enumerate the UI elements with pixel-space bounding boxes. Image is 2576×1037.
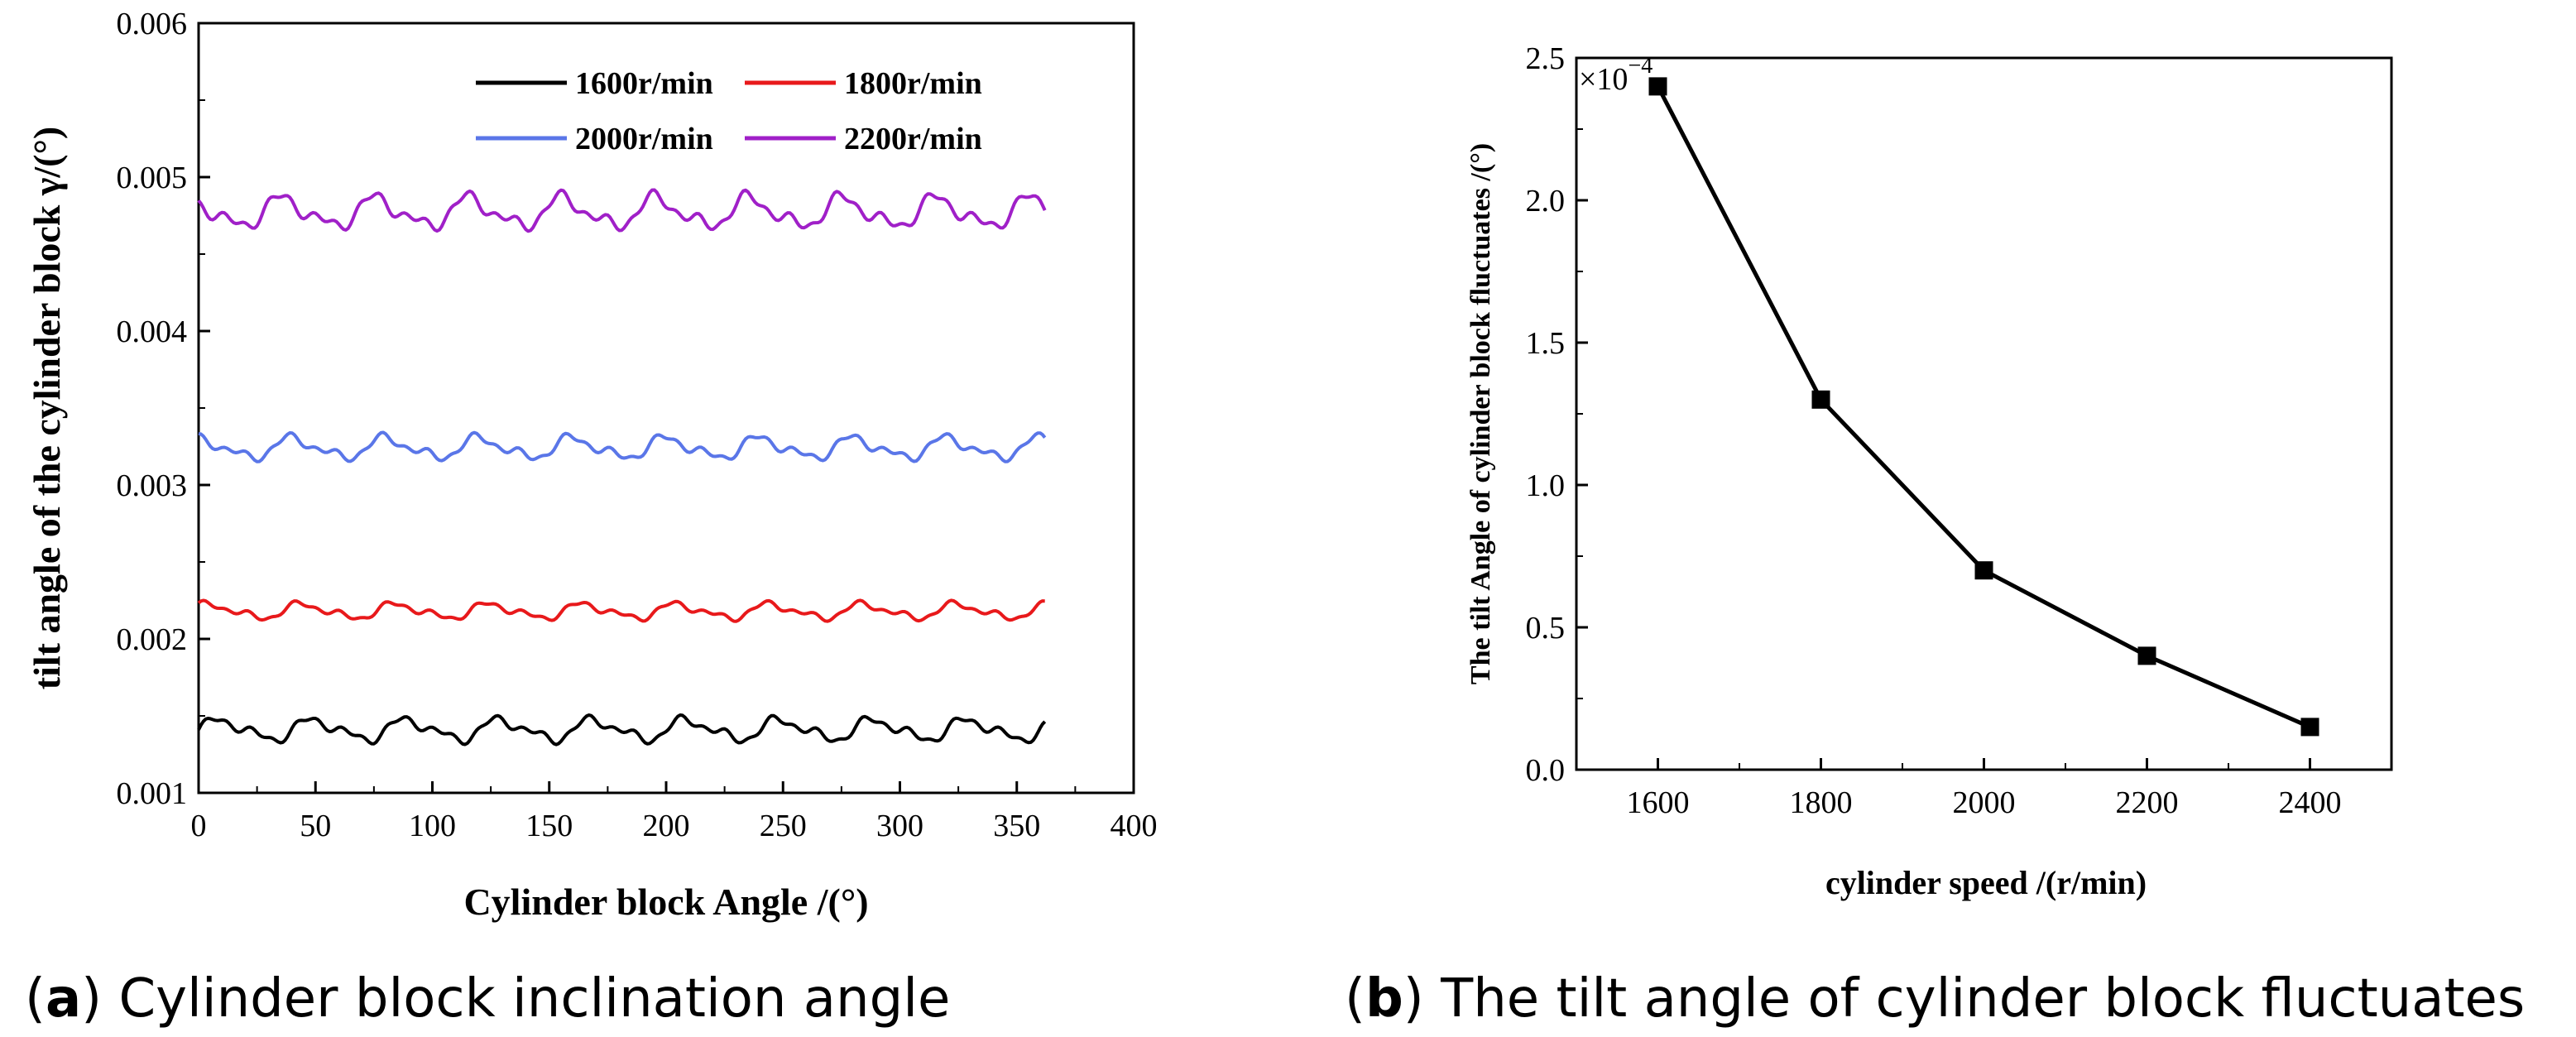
series-line-1600r/min xyxy=(197,713,1047,747)
panel-b-series xyxy=(1648,77,2319,737)
panel-a-legend: 1600r/min 1800r/min 2000r/min 2200r/min xyxy=(476,66,982,156)
scale-exponent: −4 xyxy=(1628,53,1653,79)
series-line-2200r/min xyxy=(197,188,1047,233)
panel-a-series xyxy=(197,188,1047,747)
x-tick-label: 50 xyxy=(300,809,331,843)
legend-label-2200: 2200r/min xyxy=(844,122,982,156)
x-tick-label: 2400 xyxy=(2279,785,2342,820)
x-tick-label: 2000 xyxy=(1953,785,2016,820)
x-tick-label: 350 xyxy=(993,809,1040,843)
panel-b-scale-label: ×10−4 xyxy=(1579,53,1653,97)
y-tick-label: 0.005 xyxy=(117,161,188,195)
panel-b-caption-letter: b xyxy=(1365,968,1403,1030)
y-tick-label: 0.002 xyxy=(117,622,188,657)
panel-b-caption-text: The tilt angle of cylinder block fluctua… xyxy=(1440,968,2525,1030)
data-point-marker xyxy=(1648,77,1667,96)
y-tick-label: 1.0 xyxy=(1526,468,1566,503)
data-point-marker xyxy=(2137,646,2156,665)
data-point-marker xyxy=(2300,718,2319,737)
x-tick-label: 400 xyxy=(1111,809,1158,843)
x-tick-label: 250 xyxy=(760,809,807,843)
y-tick-label: 1.5 xyxy=(1526,326,1566,361)
panel-b-y-ticks: 0.0 0.5 1.0 1.5 2.0 2.5 xyxy=(1526,41,1588,788)
panel-b-caption: (b) The tilt angle of cylinder block flu… xyxy=(1345,968,2525,1030)
x-tick-label: 300 xyxy=(876,809,923,843)
x-tick-label: 2200 xyxy=(2116,785,2179,820)
panel-a-caption-letter: a xyxy=(46,968,81,1030)
panel-b-x-ticks: 1600 1800 2000 2200 2400 xyxy=(1576,758,2392,820)
y-tick-label: 0.5 xyxy=(1526,611,1566,646)
panel-a-x-ticks: 0 50 100 150 200 250 300 350 400 xyxy=(191,781,1158,843)
panel-a-y-axis-title: tilt angle of the cylinder block γ/(°) xyxy=(26,127,68,689)
scale-base: ×10 xyxy=(1579,62,1628,97)
series-line-fluctuation xyxy=(1656,85,2311,729)
y-tick-label: 0.006 xyxy=(117,7,188,41)
panel-b-x-axis-title: cylinder speed /(r/min) xyxy=(1825,864,2147,901)
panel-a-x-axis-title: Cylinder block Angle /(°) xyxy=(463,881,868,923)
x-tick-label: 100 xyxy=(409,809,456,843)
y-tick-label: 2.5 xyxy=(1526,41,1566,76)
x-tick-label: 150 xyxy=(525,809,573,843)
series-line-2000r/min xyxy=(198,430,1047,463)
y-tick-label: 0.001 xyxy=(117,776,188,811)
x-tick-label: 200 xyxy=(643,809,690,843)
legend-label-1600: 1600r/min xyxy=(575,66,713,101)
panel-a-caption-text: Cylinder block inclination angle xyxy=(118,968,950,1030)
panel-a-caption: (a) Cylinder block inclination angle xyxy=(25,968,950,1030)
panel-b: 1600 1800 2000 2200 2400 0.00.51.01.52.02.5 … xyxy=(1345,41,2525,1030)
y-tick-label: 0.0 xyxy=(1526,753,1566,788)
legend-label-1800: 1800r/min xyxy=(844,66,982,101)
x-tick-label: 1800 xyxy=(1790,785,1853,820)
legend-label-2000: 2000r/min xyxy=(575,122,713,156)
data-point-marker xyxy=(1811,390,1830,409)
x-tick-label: 0 xyxy=(191,809,207,843)
panel-a: 0 50 100 150 200 250 300 350 400 0.001 0.002 0.003… xyxy=(25,7,1158,1030)
x-tick-label: 1600 xyxy=(1627,785,1690,820)
panel-b-y-axis-title: The tilt Angle of cylinder block fluctua… xyxy=(1465,143,1496,684)
data-point-marker xyxy=(1974,561,1993,580)
y-tick-label: 0.004 xyxy=(117,314,188,349)
panel-a-y-ticks: 0.001 0.002 0.003 0.004 0.005 0.006 xyxy=(117,7,210,811)
series-line-1800r/min xyxy=(197,598,1045,623)
y-tick-label: 2.0 xyxy=(1526,184,1566,218)
y-tick-label: 0.003 xyxy=(117,468,188,503)
